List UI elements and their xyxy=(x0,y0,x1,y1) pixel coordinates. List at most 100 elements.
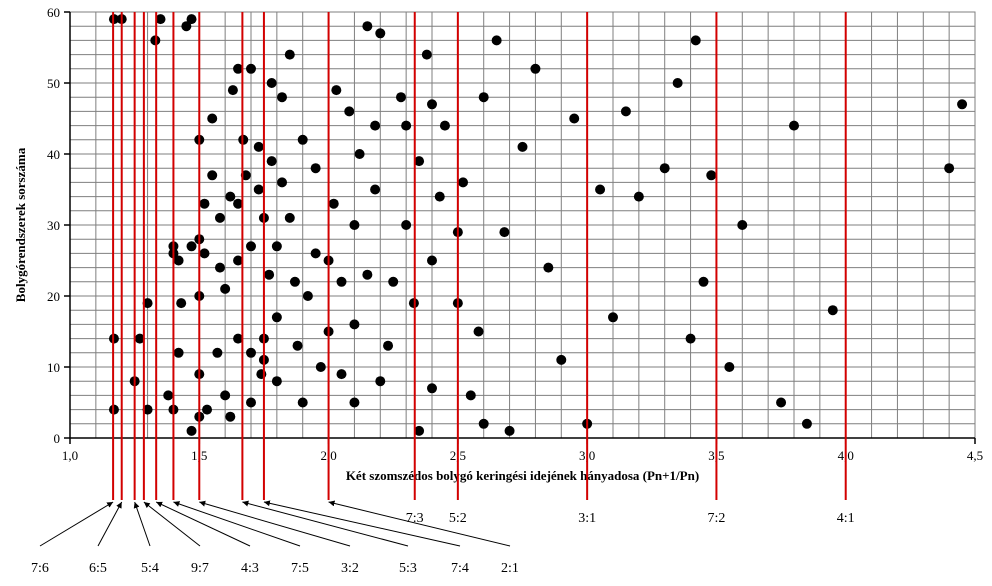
resonance-label: 2:1 xyxy=(501,561,519,576)
data-point xyxy=(267,156,277,166)
data-point xyxy=(174,256,184,266)
y-tick-label: 10 xyxy=(47,360,60,375)
data-point xyxy=(337,369,347,379)
data-point xyxy=(660,163,670,173)
data-point xyxy=(556,355,566,365)
data-point xyxy=(362,270,372,280)
data-point xyxy=(254,142,264,152)
data-point xyxy=(187,426,197,436)
data-point xyxy=(246,398,256,408)
resonance-label: 4:1 xyxy=(837,511,855,526)
data-point xyxy=(440,121,450,131)
data-point xyxy=(344,106,354,116)
data-point xyxy=(202,405,212,415)
data-point xyxy=(285,213,295,223)
data-point xyxy=(673,78,683,88)
data-point xyxy=(228,85,238,95)
data-point xyxy=(329,199,339,209)
data-point xyxy=(337,277,347,287)
resonance-label: 3:1 xyxy=(578,511,596,526)
data-point xyxy=(595,185,605,195)
data-point xyxy=(246,64,256,74)
data-point xyxy=(303,291,313,301)
data-point xyxy=(174,348,184,358)
data-point xyxy=(474,327,484,337)
data-point xyxy=(435,192,445,202)
data-point xyxy=(427,383,437,393)
resonance-label: 5:4 xyxy=(141,561,159,576)
y-tick-label: 20 xyxy=(47,289,60,304)
data-point xyxy=(422,50,432,60)
data-point xyxy=(401,121,411,131)
data-point xyxy=(957,99,967,109)
data-point xyxy=(944,163,954,173)
scatter-chart: 1,01,52,02,53,03,54,04,50102030405060Két… xyxy=(0,0,992,586)
data-point xyxy=(277,92,287,102)
data-point xyxy=(362,21,372,31)
data-point xyxy=(298,398,308,408)
resonance-label: 3:2 xyxy=(341,561,359,576)
data-point xyxy=(396,92,406,102)
data-point xyxy=(225,412,235,422)
data-point xyxy=(272,312,282,322)
x-tick-label: 4,5 xyxy=(967,448,983,463)
data-point xyxy=(724,362,734,372)
resonance-label: 5:3 xyxy=(399,561,417,576)
data-point xyxy=(492,35,502,45)
data-point xyxy=(349,398,359,408)
data-point xyxy=(479,92,489,102)
data-point xyxy=(311,163,321,173)
data-point xyxy=(543,263,553,273)
data-point xyxy=(220,390,230,400)
data-point xyxy=(737,220,747,230)
data-point xyxy=(621,106,631,116)
data-point xyxy=(220,284,230,294)
data-point xyxy=(388,277,398,287)
data-point xyxy=(331,85,341,95)
data-point xyxy=(254,185,264,195)
data-point xyxy=(187,241,197,251)
data-point xyxy=(349,220,359,230)
resonance-label: 9:7 xyxy=(191,561,209,576)
resonance-label: 6:5 xyxy=(89,561,107,576)
y-tick-label: 40 xyxy=(47,147,60,162)
chart-container: 1,01,52,02,53,03,54,04,50102030405060Két… xyxy=(0,0,992,586)
data-point xyxy=(163,390,173,400)
data-point xyxy=(401,220,411,230)
data-point xyxy=(277,177,287,187)
data-point xyxy=(267,78,277,88)
x-tick-label: 1,0 xyxy=(62,448,78,463)
data-point xyxy=(383,341,393,351)
y-tick-label: 50 xyxy=(47,76,60,91)
data-point xyxy=(699,277,709,287)
data-point xyxy=(706,170,716,180)
data-point xyxy=(691,35,701,45)
data-point xyxy=(246,241,256,251)
data-point xyxy=(530,64,540,74)
data-point xyxy=(187,14,197,24)
data-point xyxy=(518,142,528,152)
data-point xyxy=(608,312,618,322)
resonance-label: 5:2 xyxy=(449,511,467,526)
data-point xyxy=(298,135,308,145)
resonance-label: 7:2 xyxy=(707,511,725,526)
data-point xyxy=(215,263,225,273)
data-point xyxy=(828,305,838,315)
data-point xyxy=(207,170,217,180)
x-axis-label: Két szomszédos bolygó keringési idejének… xyxy=(346,468,699,483)
data-point xyxy=(479,419,489,429)
data-point xyxy=(207,114,217,124)
data-point xyxy=(569,114,579,124)
data-point xyxy=(311,248,321,258)
y-axis-label: Bolygórendszerek sorszáma xyxy=(13,147,28,302)
data-point xyxy=(199,199,209,209)
resonance-label: 7:5 xyxy=(291,561,309,576)
data-point xyxy=(686,334,696,344)
data-point xyxy=(272,241,282,251)
resonance-label: 4:3 xyxy=(241,561,259,576)
data-point xyxy=(776,398,786,408)
data-point xyxy=(349,319,359,329)
y-tick-label: 30 xyxy=(47,218,60,233)
data-point xyxy=(370,121,380,131)
data-point xyxy=(290,277,300,287)
